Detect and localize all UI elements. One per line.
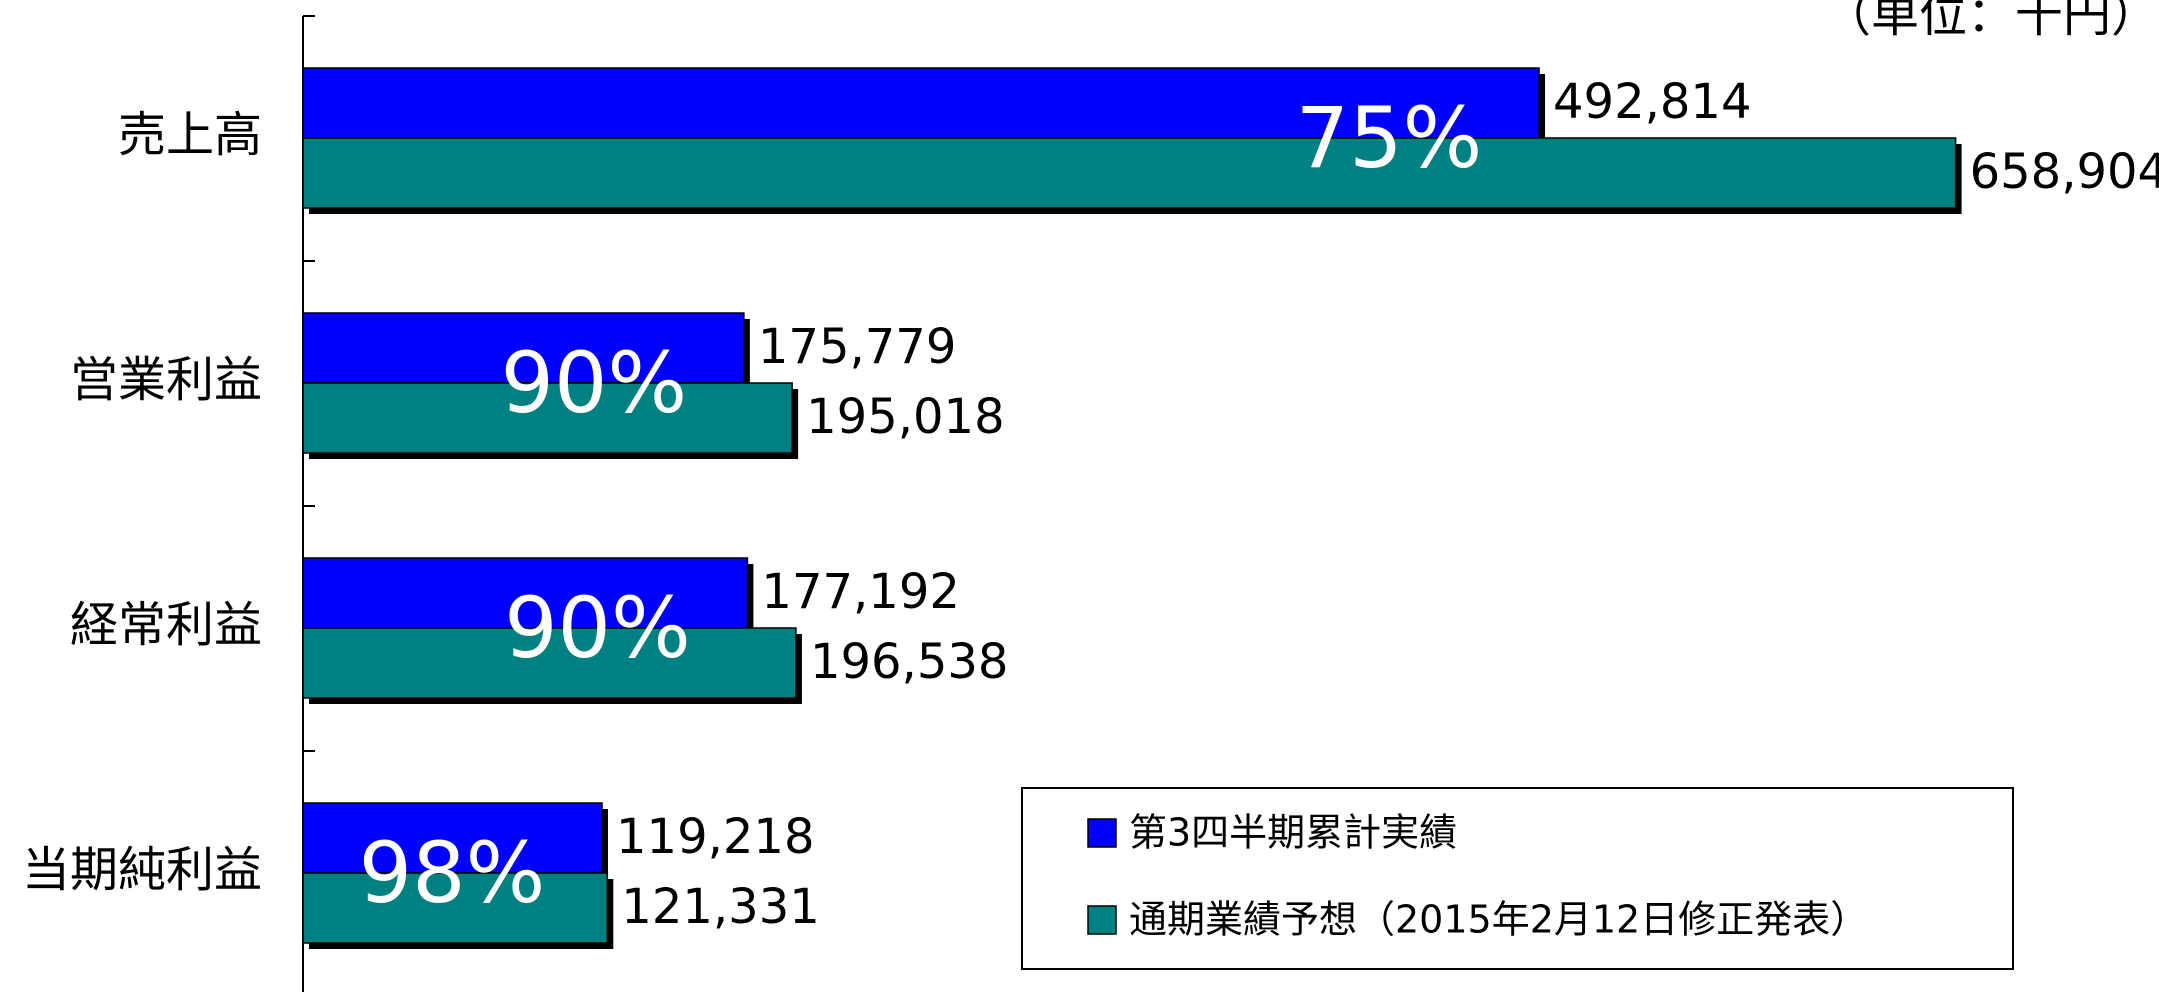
value-label: 177,192 [761, 564, 960, 620]
legend-label: 第3四半期累計実績 [1129, 811, 1457, 855]
value-label: 175,779 [758, 319, 957, 375]
bar [302, 137, 1957, 209]
legend-swatch [1087, 818, 1117, 848]
value-label: 195,018 [806, 389, 1005, 445]
annotation: 75% [1296, 89, 1483, 187]
category-label: 売上高 [118, 107, 262, 163]
value-label: 658,904 [1970, 144, 2159, 200]
category-label: 営業利益 [70, 352, 262, 408]
annotation: 90% [504, 579, 691, 677]
annotation: 98% [359, 824, 546, 922]
bar [302, 557, 749, 629]
category-label: 当期純利益 [22, 842, 262, 898]
legend-box [1021, 787, 2014, 970]
bar [302, 872, 609, 944]
category-label: 経常利益 [70, 597, 262, 653]
value-label: 121,331 [621, 879, 820, 935]
legend-swatch [1087, 905, 1117, 935]
value-label: 119,218 [616, 809, 815, 865]
value-label: 196,538 [810, 634, 1009, 690]
bar [302, 382, 793, 454]
bar [302, 67, 1540, 139]
annotation: 90% [501, 334, 688, 432]
bar [302, 627, 797, 699]
value-label: 492,814 [1553, 74, 1752, 130]
unit-label: （単位：千円） [1823, 0, 2159, 43]
legend-label: 通期業績予想（2015年2月12日修正発表） [1129, 898, 1868, 942]
bar [302, 802, 603, 874]
bar [302, 312, 745, 384]
